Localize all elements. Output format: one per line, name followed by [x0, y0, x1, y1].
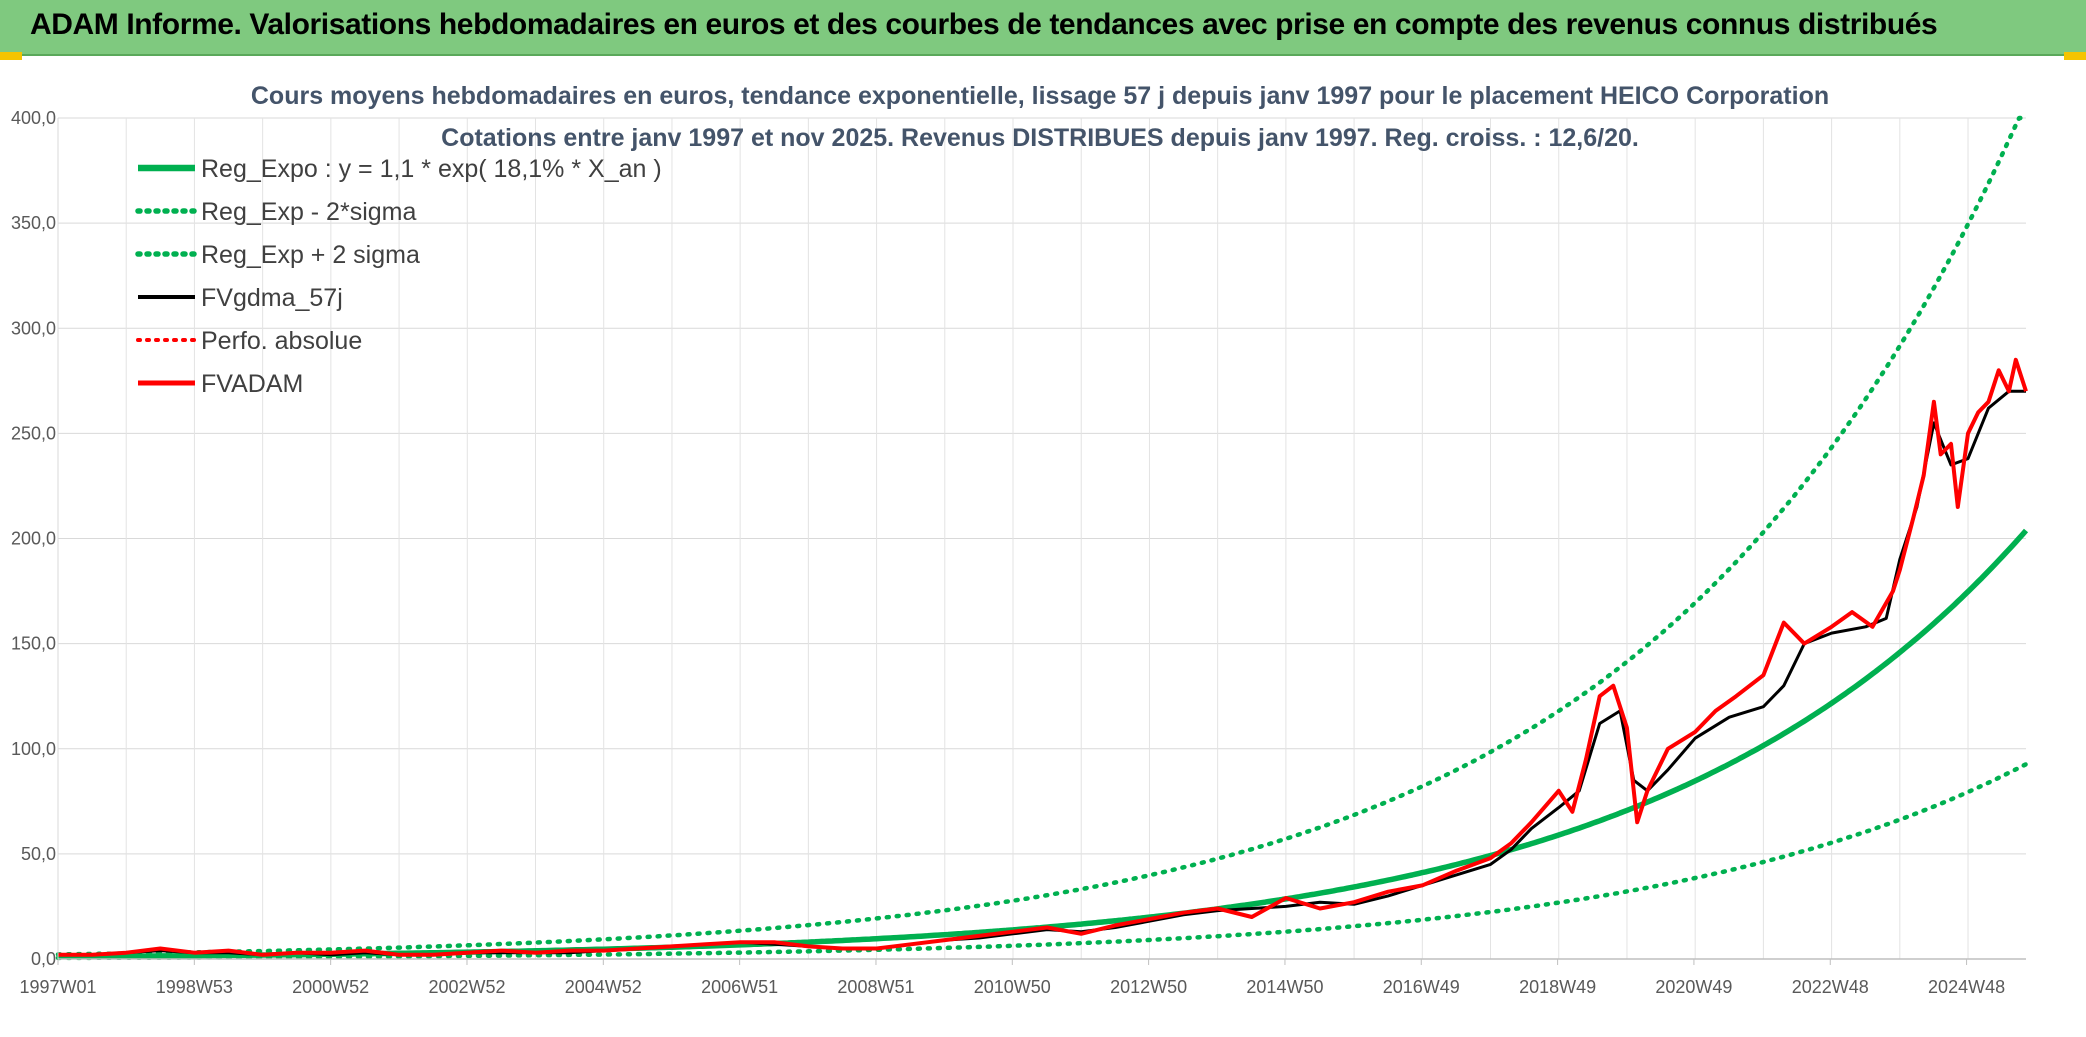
y-tick-label: 250,0 — [11, 423, 56, 443]
chart-area: 0,0 50,0 100,0 150,0 200,0 250,0 300,0 350,0 400… — [0, 56, 2086, 1037]
series-line-1 — [55, 761, 2029, 961]
x-tick-label: 2006W51 — [701, 977, 778, 997]
report-header-banner: ADAM Informe. Valorisations hebdomadaire… — [0, 0, 2086, 56]
series-line-5 — [58, 357, 2028, 957]
x-tick-label: 2004W52 — [565, 977, 642, 997]
chart-title: Cours moyens hebdomadaires en euros, ten… — [251, 82, 1829, 110]
x-tick-label: 2000W52 — [292, 977, 369, 997]
series-layer — [55, 115, 2029, 961]
gridlines — [58, 117, 2026, 960]
x-tick-label: 2014W50 — [1246, 977, 1323, 997]
legend-label-1: Reg_Exp - 2*sigma — [201, 198, 416, 226]
y-tick-label: 50,0 — [21, 844, 56, 864]
y-tick-label: 0,0 — [31, 949, 56, 969]
x-tick-label: 1998W53 — [156, 977, 233, 997]
report-title: ADAM Informe. Valorisations hebdomadaire… — [30, 8, 1938, 41]
y-tick-label: 100,0 — [11, 739, 56, 759]
x-tick-label: 2022W48 — [1792, 977, 1869, 997]
corner-marker-left — [0, 52, 22, 60]
y-tick-label: 200,0 — [11, 529, 56, 549]
x-tick-label: 2020W49 — [1655, 977, 1732, 997]
x-tick-label: 2010W50 — [974, 977, 1051, 997]
x-tick-label: 2012W50 — [1110, 977, 1187, 997]
x-tick-label: 2002W52 — [428, 977, 505, 997]
legend-label-3: FVgdma_57j — [201, 284, 343, 312]
legend-label-2: Reg_Exp + 2 sigma — [201, 241, 420, 269]
legend: Reg_Expo : y = 1,1 * exp( 18,1% * X_an )… — [135, 155, 662, 398]
series-line-0 — [58, 528, 2029, 960]
series-line-2 — [55, 115, 2029, 957]
x-tick-label: 2018W49 — [1519, 977, 1596, 997]
x-tick-label: 2016W49 — [1383, 977, 1460, 997]
x-tick-label: 2008W51 — [837, 977, 914, 997]
y-tick-label: 150,0 — [11, 634, 56, 654]
trend-chart: 0,0 50,0 100,0 150,0 200,0 250,0 300,0 350,0 400… — [11, 82, 2029, 997]
y-tick-label: 400,0 — [11, 108, 56, 128]
legend-label-4: Perfo. absolue — [201, 327, 362, 355]
y-tick-label: 300,0 — [11, 318, 56, 338]
x-tick-label: 2024W48 — [1928, 977, 2005, 997]
y-tick-label: 350,0 — [11, 213, 56, 233]
legend-label-0: Reg_Expo : y = 1,1 * exp( 18,1% * X_an ) — [201, 155, 662, 183]
x-tick-label: 1997W01 — [19, 977, 96, 997]
legend-label-5: FVADAM — [201, 370, 303, 398]
axes: 0,0 50,0 100,0 150,0 200,0 250,0 300,0 350,0 400… — [11, 108, 2026, 997]
corner-marker-right — [2064, 52, 2086, 60]
chart-subtitle: Cotations entre janv 1997 et nov 2025. R… — [441, 124, 1639, 152]
